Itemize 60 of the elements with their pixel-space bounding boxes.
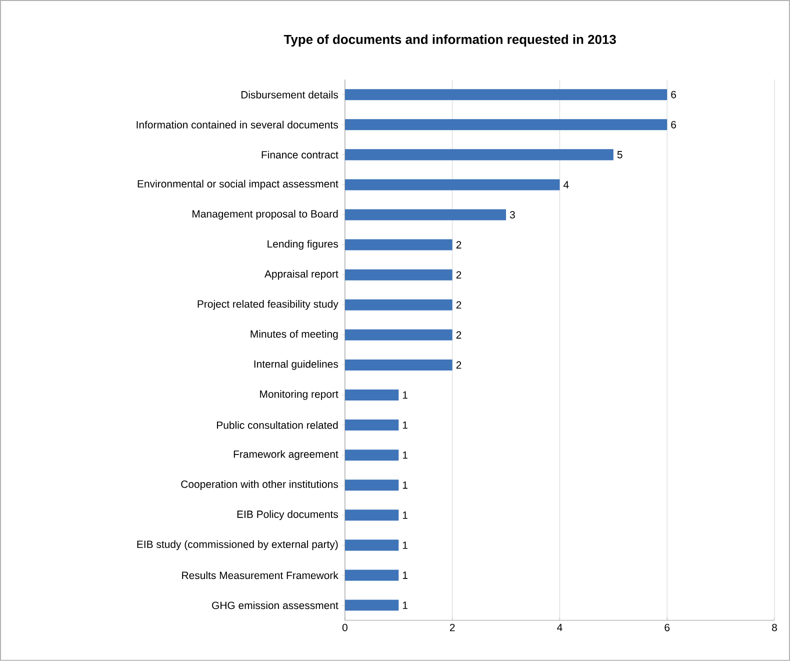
- x-tick-label: 8: [772, 624, 777, 632]
- x-tick-label: 0: [342, 624, 348, 632]
- data-label: 1: [402, 542, 408, 549]
- data-label: 6: [671, 121, 676, 128]
- y-tick-label: Information contained in several documents: [136, 120, 338, 129]
- y-tick-label: EIB study (commissioned by external party): [137, 540, 338, 550]
- y-tick-label: EIB Policy documents: [237, 510, 338, 520]
- bar: [344, 420, 399, 431]
- bar: [344, 89, 668, 100]
- y-tick-label: Lending figures: [268, 240, 338, 250]
- bar: [344, 149, 614, 160]
- bar: [344, 239, 452, 250]
- data-label: 1: [402, 391, 408, 399]
- bar: [344, 480, 399, 491]
- data-label: 6: [671, 90, 676, 98]
- bar: [344, 390, 399, 401]
- bar: [344, 570, 399, 581]
- y-tick-label: GHG emission assessment: [212, 602, 338, 610]
- data-label: 1: [402, 452, 408, 459]
- data-label: 2: [456, 301, 462, 309]
- data-label: 3: [510, 211, 515, 219]
- bar: [344, 209, 506, 220]
- bar: [344, 600, 399, 611]
- y-tick-label: Monitoring report: [260, 390, 338, 400]
- data-label: 1: [402, 422, 408, 429]
- data-label: 2: [456, 271, 462, 279]
- bar: [344, 450, 399, 461]
- y-tick-label: Environmental or social impact assessment: [138, 180, 338, 190]
- bar: [344, 299, 452, 310]
- x-tick-label: 6: [664, 624, 670, 632]
- data-label: 2: [456, 331, 462, 339]
- data-label: 2: [456, 241, 462, 249]
- y-tick-label: Public consultation related: [217, 421, 338, 429]
- y-tick-label: Framework agreement: [234, 450, 338, 460]
- y-tick-label: Project related feasibility study: [198, 300, 338, 310]
- x-tick-label: 2: [450, 624, 455, 632]
- bar: [344, 119, 668, 130]
- bar: [344, 360, 452, 371]
- bar: [344, 269, 452, 280]
- data-label: 1: [402, 602, 408, 609]
- data-label: 4: [563, 181, 569, 188]
- bar: [344, 329, 452, 340]
- y-tick-label: Management proposal to Board: [192, 210, 338, 220]
- data-label: 1: [402, 512, 408, 519]
- y-tick-label: Minutes of meeting: [250, 330, 338, 340]
- x-tick-label: 4: [557, 624, 562, 632]
- data-label: 5: [617, 151, 622, 158]
- data-label: 2: [456, 361, 462, 369]
- y-tick-label: Cooperation with other institutions: [181, 480, 338, 490]
- y-tick-label: Finance contract: [262, 150, 338, 159]
- bar: [344, 510, 399, 521]
- bar: [344, 540, 399, 551]
- chart-title: Type of documents and information requested in 2013: [284, 34, 616, 47]
- y-tick-label: Results Measurement Framework: [182, 571, 338, 580]
- y-tick-label: Internal guidelines: [254, 360, 338, 370]
- bar: [344, 179, 560, 190]
- data-label: 1: [402, 482, 408, 489]
- y-tick-label: Disbursement details: [241, 90, 338, 99]
- data-label: 1: [402, 572, 408, 579]
- y-tick-label: Appraisal report: [264, 270, 338, 280]
